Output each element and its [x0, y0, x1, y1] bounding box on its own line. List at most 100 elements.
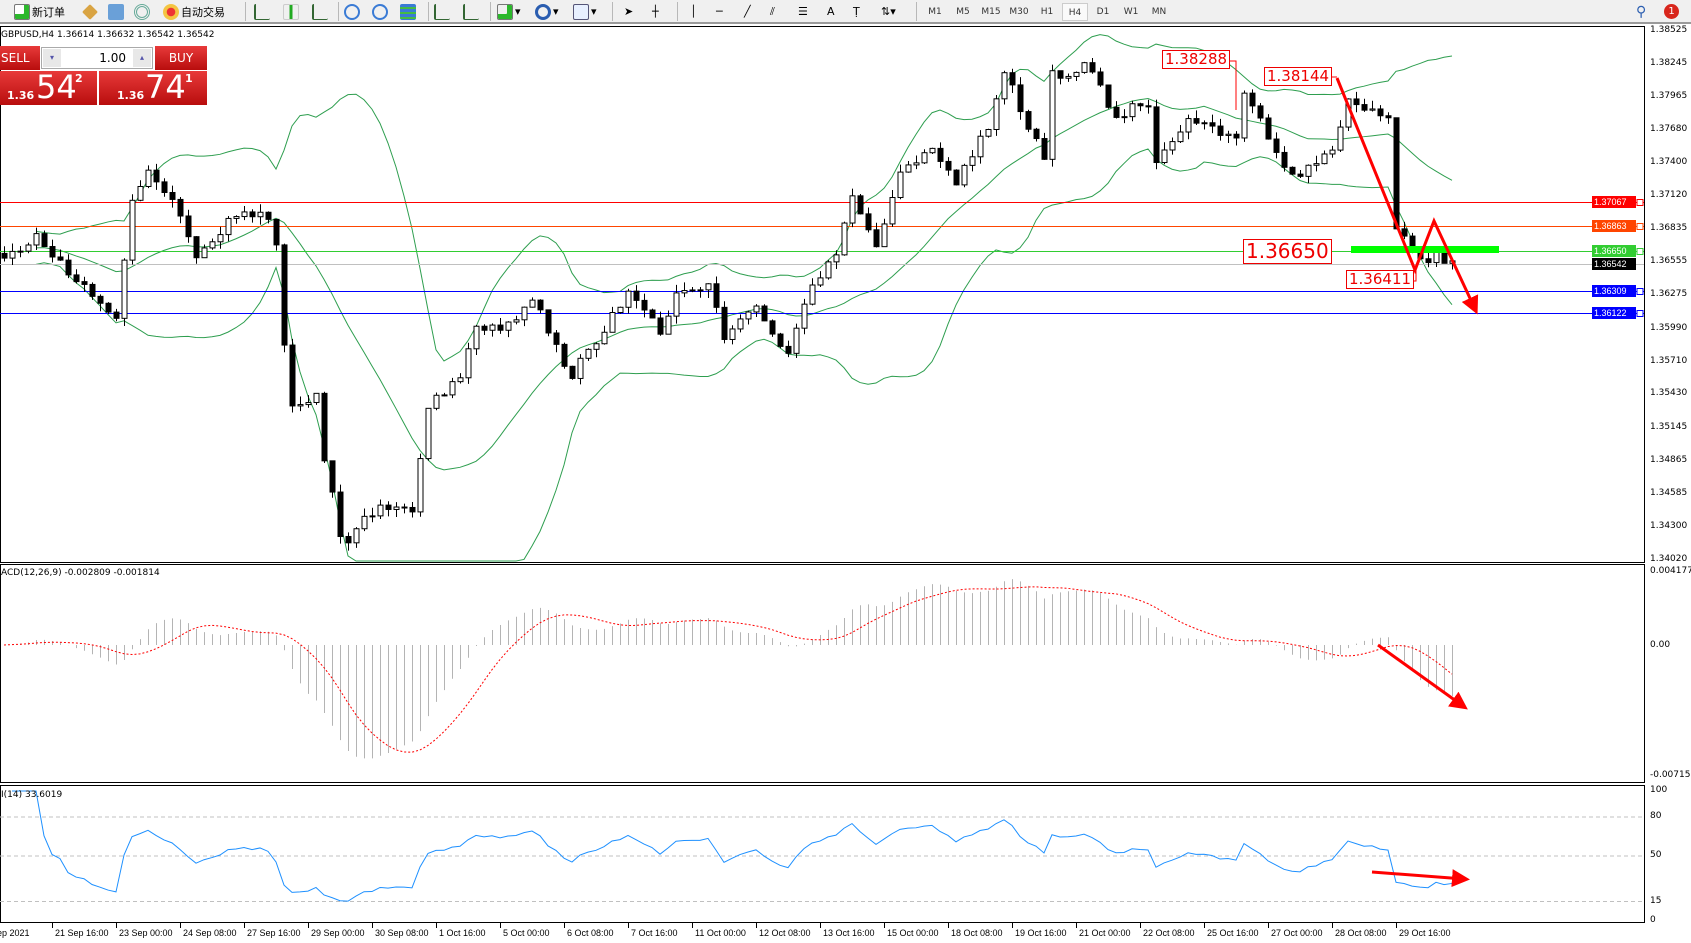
candle-chart-button[interactable]: [283, 2, 299, 21]
lot-value[interactable]: 1.00: [99, 51, 126, 65]
bar-chart-button[interactable]: [254, 2, 270, 21]
terminal-button[interactable]: [108, 2, 124, 21]
candle: [985, 128, 992, 138]
candle: [289, 338, 296, 413]
buy-price[interactable]: 1.36 74 1: [99, 68, 207, 106]
search-button[interactable]: ⚲: [1636, 2, 1646, 21]
periods-button[interactable]: ▾: [535, 2, 559, 21]
timeframe-w1[interactable]: W1: [1123, 7, 1139, 17]
candle-body: [257, 211, 264, 218]
candle: [1137, 102, 1144, 112]
annotation-support[interactable]: 1.36650: [1243, 239, 1332, 264]
candle-body: [1233, 133, 1240, 139]
candle: [345, 532, 352, 551]
trendline-button[interactable]: ╱: [744, 2, 751, 21]
price-axis-label: 1.34020: [1650, 554, 1688, 564]
annotation-high-1[interactable]: 1.38288: [1162, 50, 1231, 69]
candle-body: [89, 283, 96, 297]
timeframe-h4[interactable]: H4: [1062, 3, 1088, 21]
candle-body: [425, 407, 432, 460]
line-chart-button[interactable]: [312, 2, 328, 21]
auto-trading-button[interactable]: 自动交易: [163, 2, 225, 21]
candle-body: [25, 244, 32, 252]
candle: [785, 340, 792, 358]
text-button[interactable]: A: [827, 2, 835, 21]
candle: [1169, 137, 1176, 155]
timeframe-d1[interactable]: D1: [1096, 7, 1110, 17]
buy-price-prefix: 1.36: [117, 89, 145, 102]
candle-body: [889, 197, 896, 225]
candle-body: [1225, 133, 1232, 136]
candle-body: [241, 211, 248, 218]
candle: [129, 194, 136, 265]
sell-price-prefix: 1.36: [7, 89, 35, 102]
level-price-box[interactable]: 1.36650: [1592, 245, 1636, 258]
timeframe-m1[interactable]: M1: [928, 7, 942, 17]
macd-label: ACD(12,26,9) -0.002809 -0.001814: [1, 568, 160, 578]
horizontal-line-button[interactable]: ─: [716, 2, 723, 21]
text-label-button[interactable]: Ṭ: [853, 2, 860, 21]
crosshair-button[interactable]: ┼: [652, 2, 659, 21]
candle: [241, 205, 248, 221]
lot-decrease-button[interactable]: ▾: [43, 49, 61, 67]
timeframe-mn[interactable]: MN: [1151, 7, 1167, 17]
lot-size-field[interactable]: ▾ 1.00 ▴: [41, 47, 153, 69]
timeframe-h1[interactable]: H1: [1040, 7, 1054, 17]
candle-body: [689, 289, 696, 292]
candle: [945, 157, 952, 176]
indicators-button[interactable]: ▾: [497, 2, 521, 21]
level-price-box[interactable]: 1.37067: [1592, 196, 1636, 209]
navigator-button[interactable]: [134, 2, 150, 21]
candle: [273, 218, 280, 251]
timeframe-m30[interactable]: M30: [1009, 7, 1029, 17]
price-axis-label: 1.36275: [1650, 289, 1688, 300]
template-icon: [573, 3, 589, 20]
tile-windows-button[interactable]: [400, 2, 416, 21]
price-axis-label: 1.37400: [1650, 157, 1688, 168]
annotation-high-2[interactable]: 1.38144: [1264, 67, 1333, 86]
candle: [609, 306, 616, 333]
annotation-low[interactable]: 1.36411: [1346, 270, 1415, 289]
fibonacci-button[interactable]: ☰: [798, 2, 808, 21]
sell-button[interactable]: SELL: [0, 46, 40, 70]
vertical-line-button[interactable]: │: [690, 2, 697, 21]
new-order-button[interactable]: 新订单: [14, 2, 65, 21]
buy-button[interactable]: BUY: [155, 46, 207, 70]
cursor-button[interactable]: ➤: [624, 2, 633, 21]
candle: [1017, 77, 1024, 120]
candle-body: [137, 185, 144, 201]
notifications-button[interactable]: 1: [1664, 2, 1679, 21]
candle: [1289, 166, 1296, 175]
level-price-box[interactable]: 1.36542: [1592, 257, 1636, 270]
candle-body: [97, 295, 104, 304]
candle-body: [129, 199, 136, 261]
auto-scroll-button[interactable]: [434, 2, 450, 21]
candle-body: [1097, 71, 1104, 86]
rsi-label: I(14) 33.6019: [1, 790, 63, 800]
candle-body: [265, 211, 272, 220]
candle-body: [297, 404, 304, 407]
candle: [201, 244, 208, 259]
arrows-button[interactable]: ⇅▾: [881, 2, 896, 21]
level-price-box[interactable]: 1.36309: [1592, 285, 1636, 298]
rsi-line: [12, 790, 1453, 902]
candle-body: [825, 261, 832, 279]
candle-body: [785, 345, 792, 354]
candle: [697, 286, 704, 298]
level-price-box[interactable]: 1.36122: [1592, 307, 1636, 320]
level-price-box[interactable]: 1.36863: [1592, 220, 1636, 233]
candle: [521, 306, 528, 327]
zoom-out-button[interactable]: [372, 2, 388, 21]
timeframe-m15[interactable]: M15: [981, 7, 1001, 17]
templates-button[interactable]: ▾: [573, 2, 597, 21]
candle-body: [609, 312, 616, 333]
sell-price[interactable]: 1.36 54 2: [0, 68, 97, 106]
zoom-in-button[interactable]: [344, 2, 360, 21]
candle-body: [649, 309, 656, 319]
candle: [897, 164, 904, 200]
equidistant-channel-button[interactable]: ⫽: [770, 2, 775, 21]
timeframe-m5[interactable]: M5: [956, 7, 970, 17]
lot-increase-button[interactable]: ▴: [133, 49, 151, 67]
chart-shift-button[interactable]: [463, 2, 479, 21]
